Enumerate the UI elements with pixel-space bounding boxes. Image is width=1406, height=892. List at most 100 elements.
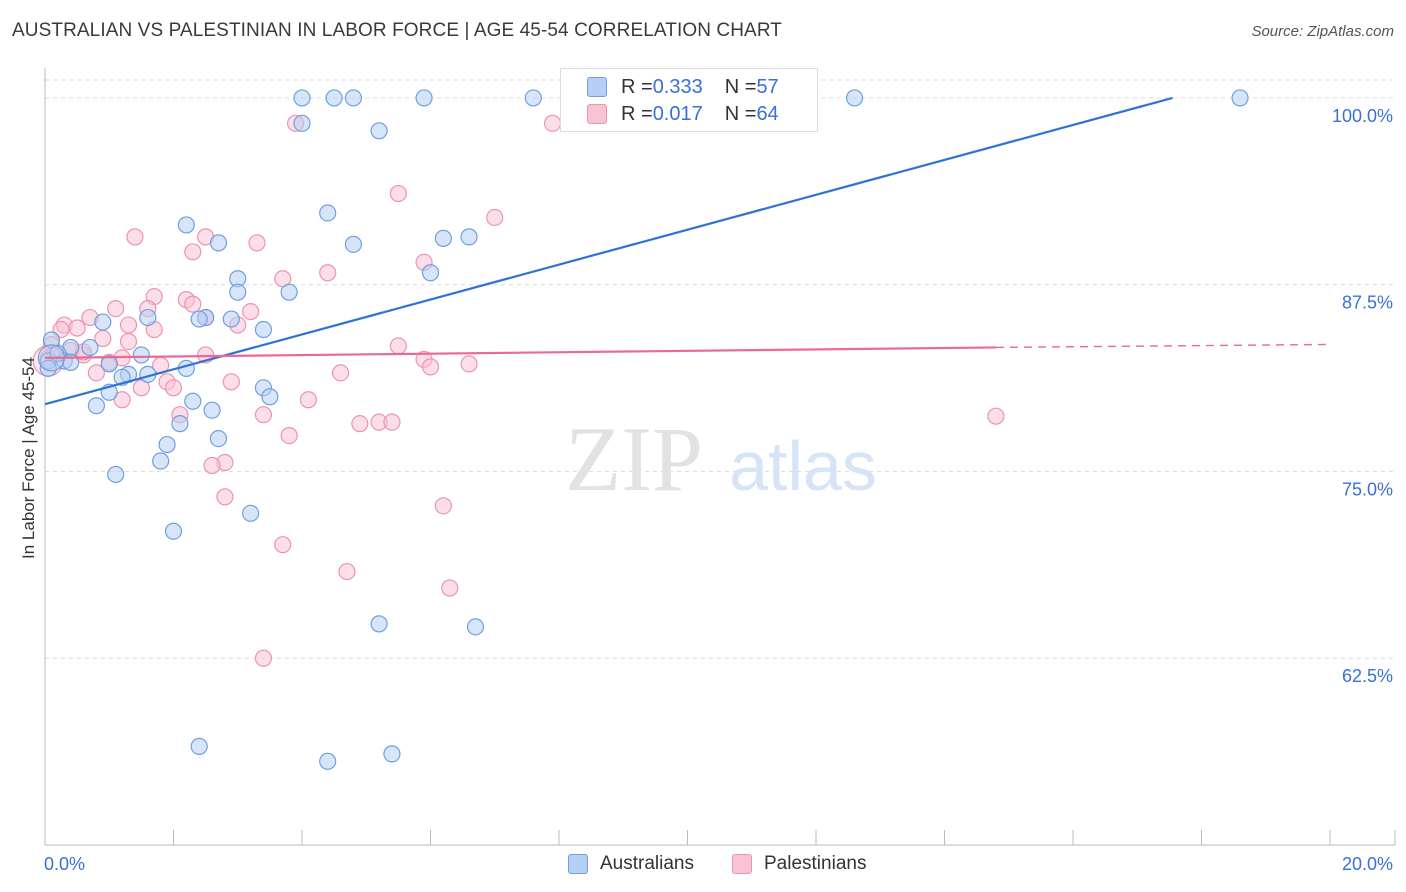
palestinians-point — [113, 391, 131, 409]
australians-point — [100, 355, 118, 373]
palestinians-point — [203, 456, 221, 475]
australians-swatch — [587, 77, 607, 97]
palestinians-point — [543, 114, 562, 132]
palestinians-points — [32, 114, 1005, 667]
y-tick-labels: 62.5% 75.0% 87.5% 100.0% — [1332, 106, 1393, 686]
y-tick-label: 75.0% — [1342, 479, 1393, 499]
australians-point — [415, 89, 433, 107]
australians-point — [293, 114, 311, 132]
palestinians-point — [383, 413, 401, 431]
palestinians-point — [119, 332, 138, 351]
australians-point — [524, 89, 542, 107]
australians-point — [171, 415, 189, 433]
y-tick-label: 62.5% — [1342, 666, 1393, 686]
australians-point — [190, 737, 208, 755]
palestinians-point — [331, 364, 350, 382]
australians-point — [344, 89, 362, 107]
australians-point — [222, 310, 240, 328]
n-label: N = — [724, 102, 757, 125]
australians-legend-swatch — [568, 854, 588, 874]
australians-point — [254, 320, 273, 339]
y-tick-label: 100.0% — [1332, 106, 1393, 126]
legend-item-australians[interactable]: Australians — [568, 852, 694, 876]
palestinians-point — [119, 316, 138, 334]
australians-point — [434, 229, 452, 247]
australians-point — [87, 397, 106, 415]
australians-point — [190, 310, 208, 328]
australians-point — [293, 89, 311, 107]
y-axis-label: In Labor Force | Age 45-54 — [19, 357, 38, 559]
source-label: Source: ZipAtlas.com — [1251, 23, 1394, 40]
palestinians-point — [222, 373, 240, 391]
legend-row-palestinians: R = 0.017 N = 64 — [587, 102, 779, 126]
australians-point — [177, 216, 195, 234]
palestinians-point — [68, 319, 86, 337]
x-tick-label: 20.0% — [1342, 854, 1393, 874]
palestinians-point — [184, 243, 202, 261]
palestinians-point — [389, 184, 407, 203]
australians-point — [1231, 89, 1249, 107]
legend-item-palestinians[interactable]: Palestinians — [732, 852, 866, 876]
australians-point — [466, 618, 485, 636]
australians-point — [344, 235, 362, 253]
x-tick-labels: 0.0% 20.0% — [44, 854, 1393, 874]
australians-point — [383, 745, 401, 763]
australians-point — [209, 234, 228, 252]
palestinians-point — [107, 300, 125, 318]
palestinians-point — [248, 234, 266, 252]
palestinians-point — [87, 364, 106, 382]
palestinians-point — [434, 497, 452, 515]
australians-point — [203, 401, 221, 419]
palestinians-trend-line — [44, 346, 996, 360]
australians-point — [280, 283, 298, 301]
n-label: N = — [724, 75, 757, 98]
palestinians-point — [254, 649, 273, 667]
axes — [44, 68, 1396, 846]
palestinians-point — [987, 407, 1005, 425]
australians-point — [107, 465, 125, 484]
grid-lines — [45, 79, 1395, 659]
palestinians-point — [299, 391, 318, 409]
palestinians-point — [338, 562, 356, 581]
palestinians-point — [216, 488, 234, 506]
australians-trend-line — [44, 96, 1173, 406]
palestinians-legend-swatch — [732, 854, 752, 874]
r-value: 0.333 — [652, 75, 703, 98]
palestinians-point — [164, 379, 183, 397]
australians-point — [325, 89, 343, 107]
australians-point — [81, 338, 99, 357]
australians-point — [132, 346, 150, 364]
australians-point — [319, 752, 337, 770]
palestinians-point — [280, 427, 298, 445]
australians-point — [460, 228, 478, 246]
australians-points — [37, 89, 1249, 770]
r-label: R = — [621, 75, 653, 98]
legend-label-palestinians: Palestinians — [764, 853, 867, 874]
r-value: 0.017 — [652, 102, 703, 125]
palestinians-point — [184, 295, 202, 313]
australians-point — [319, 204, 337, 222]
trend-lines — [44, 96, 1331, 406]
palestinians-point — [319, 264, 337, 282]
watermark-zip: ZIP — [565, 408, 703, 510]
stats-legend: R = 0.333 N = 57 R = 0.017 N = 64 — [560, 68, 818, 132]
chart-title: AUSTRALIAN VS PALESTINIAN IN LABOR FORCE… — [12, 20, 783, 41]
palestinians-point — [486, 208, 504, 227]
palestinians-point — [242, 302, 260, 321]
australians-point — [184, 392, 202, 410]
r-label: R = — [621, 102, 653, 125]
palestinians-point — [389, 337, 407, 355]
palestinians-swatch — [587, 104, 607, 124]
palestinians-point — [421, 358, 440, 376]
n-value: 57 — [756, 75, 779, 98]
palestinians-trend-extension — [995, 343, 1331, 349]
australians-point — [229, 283, 247, 301]
legend-row-australians: R = 0.333 N = 57 — [587, 75, 779, 99]
palestinians-point — [126, 228, 144, 246]
australians-point — [261, 388, 279, 406]
palestinians-point — [254, 406, 273, 424]
australians-point — [158, 435, 176, 454]
palestinians-point — [274, 536, 292, 554]
australians-point — [845, 89, 864, 107]
